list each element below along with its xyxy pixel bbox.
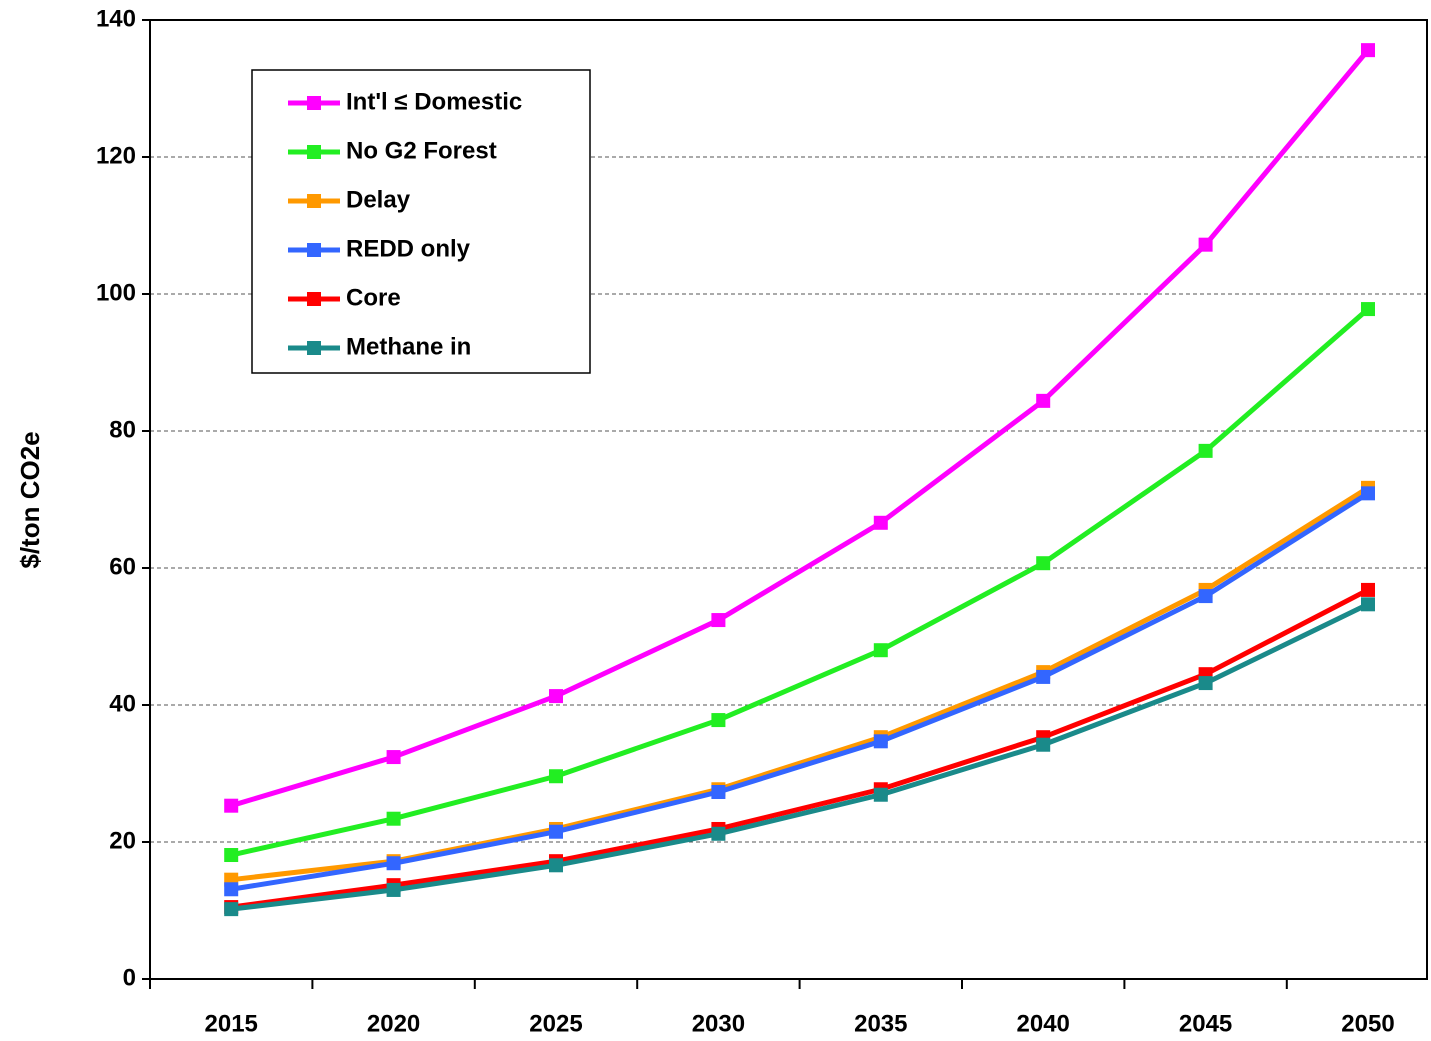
x-tick-label: 2040 [1017,1010,1070,1037]
marker [1198,237,1213,252]
legend-label: No G2 Forest [346,137,497,164]
series-line [230,491,1370,892]
marker [224,848,239,863]
marker [1361,302,1375,317]
x-tick-label: 2025 [529,1010,582,1037]
legend-marker [307,96,321,110]
marker [1361,597,1375,612]
legend-marker [307,243,321,257]
y-tick-label: 20 [109,827,136,854]
marker [873,734,888,749]
marker [1036,669,1051,684]
legend-label: Core [346,284,401,311]
marker [224,882,239,897]
series-line [230,48,1370,809]
marker [386,882,401,897]
x-tick-label: 2030 [692,1010,745,1037]
marker [1036,556,1051,571]
marker [224,902,239,917]
marker [1198,676,1213,691]
marker [549,824,563,839]
marker [549,689,563,704]
y-tick-label: 60 [109,553,136,580]
plot-frame [149,19,1428,980]
marker [1361,582,1375,597]
x-tick-label: 2045 [1179,1010,1232,1037]
y-tick-label: 40 [109,690,136,717]
x-tick-label: 2015 [205,1010,258,1037]
legend-label: Delay [346,186,411,213]
marker [873,515,888,530]
marker [549,858,563,873]
legend-label: Int'l ≤ Domestic [346,88,522,115]
marker [873,643,888,658]
y-tick-label: 120 [96,142,136,169]
marker [711,784,726,799]
series-line [230,307,1370,858]
marker [711,713,726,728]
marker [386,856,401,871]
y-tick-label: 80 [109,416,136,443]
marker [386,811,401,826]
series-line [230,587,1370,910]
marker [1198,589,1213,604]
legend-marker [307,145,321,159]
x-tick-label: 2035 [854,1010,907,1037]
y-tick-label: 140 [96,5,136,32]
legend-marker [307,341,321,355]
marker [1361,43,1375,58]
series-line [230,602,1370,912]
y-tick-label: 100 [96,279,136,306]
x-tick-label: 2050 [1341,1010,1394,1037]
marker [711,613,726,628]
marker [1036,393,1051,408]
marker [386,750,401,765]
marker [1198,443,1213,458]
x-tick-label: 2020 [367,1010,420,1037]
y-axis-label: $/ton CO2e [15,431,45,568]
marker [1361,486,1375,501]
legend-label: REDD only [346,235,471,262]
legend-label: Methane in [346,333,471,360]
marker [224,798,239,813]
marker [1036,737,1051,752]
marker [873,787,888,802]
marker [711,826,726,841]
legend-marker [307,194,321,208]
marker [549,769,563,784]
legend-marker [307,292,321,306]
legend-box [251,69,591,374]
y-tick-label: 0 [123,964,136,991]
